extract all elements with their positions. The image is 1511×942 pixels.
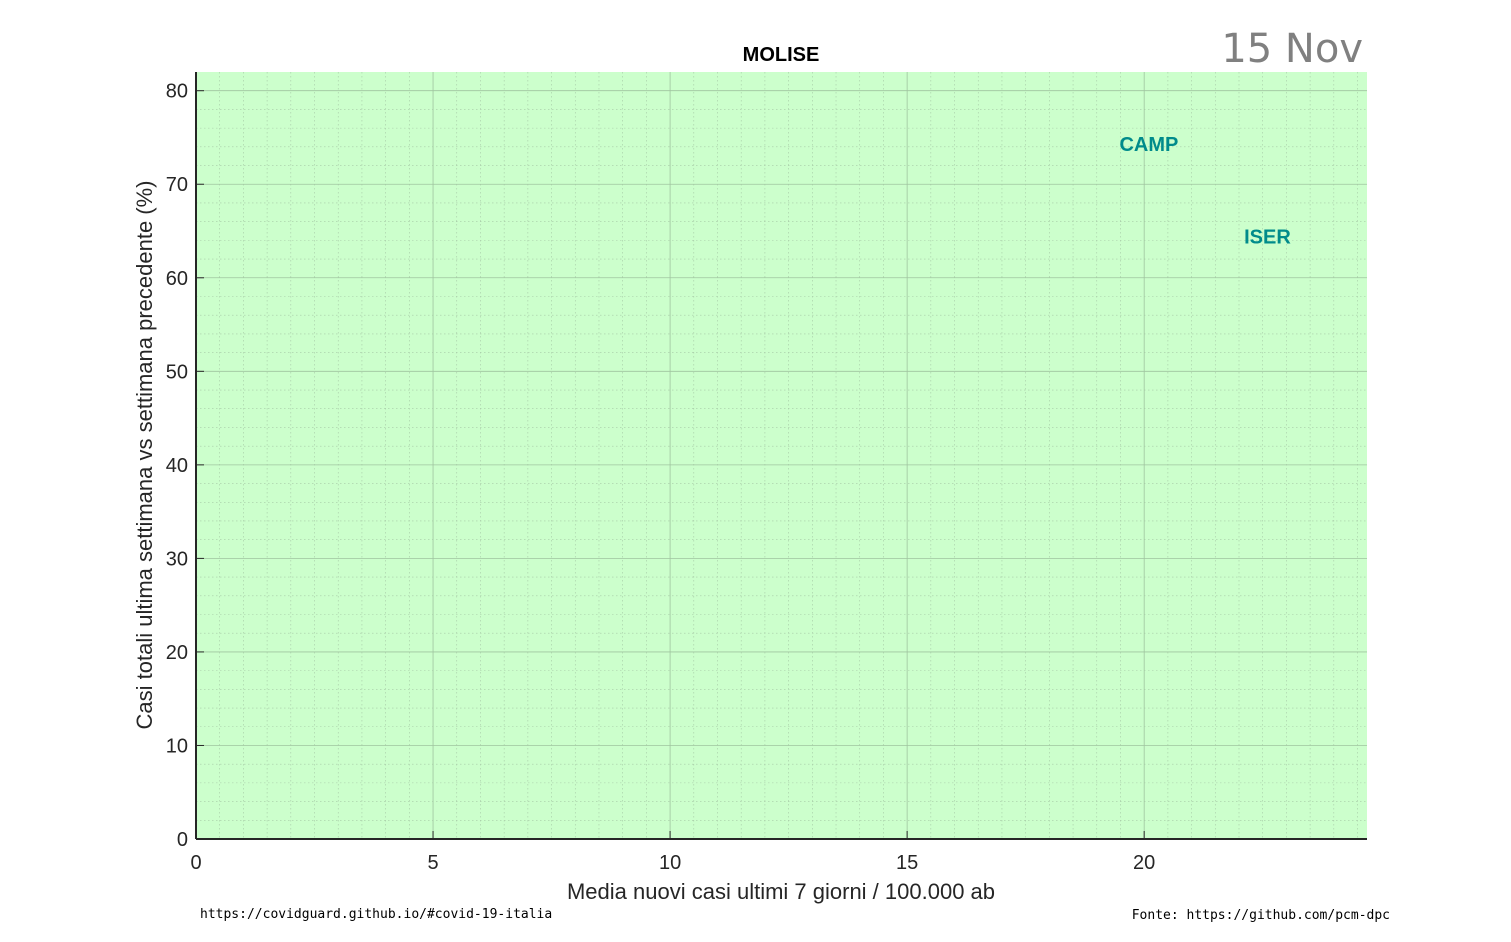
y-tick-label: 30 <box>166 548 188 570</box>
chart-title: MOLISE <box>743 44 820 66</box>
point-label: CAMP <box>1119 134 1178 156</box>
axes <box>195 72 1367 840</box>
x-tick-label: 10 <box>659 852 681 874</box>
x-tick-label: 5 <box>427 852 438 874</box>
y-tick-label: 20 <box>166 642 188 664</box>
x-tick-label: 20 <box>1133 852 1155 874</box>
data-points: CAMP ISER <box>1119 134 1291 249</box>
y-tick-label: 10 <box>166 735 188 757</box>
major-grid <box>196 72 1367 839</box>
footer-source-link: https://covidguard.github.io/#covid-19-i… <box>200 907 552 922</box>
y-tick-label: 0 <box>177 829 188 851</box>
x-tick-label: 15 <box>896 852 918 874</box>
y-tick-label: 60 <box>166 268 188 290</box>
y-tick-label: 40 <box>166 455 188 477</box>
date-label: 15 Nov <box>1221 26 1363 72</box>
x-axis-label: Media nuovi casi ultimi 7 giorni / 100.0… <box>567 879 995 904</box>
x-tick-label: 0 <box>190 852 201 874</box>
y-tick-label: 80 <box>166 81 188 103</box>
y-axis-label: Casi totali ultima settimana vs settiman… <box>132 180 157 729</box>
x-tick-labels: 0 5 10 15 20 <box>190 831 1155 874</box>
footer-data-source: Fonte: https://github.com/pcm-dpc <box>1132 908 1390 923</box>
y-tick-label: 50 <box>166 361 188 383</box>
y-tick-label: 70 <box>166 174 188 196</box>
point-label: ISER <box>1244 227 1291 249</box>
plot-background <box>196 72 1367 839</box>
y-tick-labels: 0 10 20 30 40 50 60 70 80 <box>166 81 204 851</box>
